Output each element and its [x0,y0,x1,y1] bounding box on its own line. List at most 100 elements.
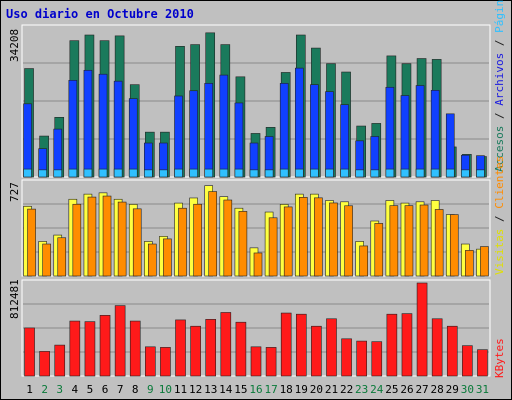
bar-paginas [325,91,334,178]
bar-kbytes [401,313,413,377]
x-tick-label: 22 [340,383,353,396]
bar-paginas [113,80,123,178]
bar-kbytes [145,346,156,377]
bar-paginas [279,83,289,178]
chart-title: Uso diario en Octubre 2010 [6,7,194,21]
bar-clientes [102,195,112,277]
bar-kbytes [341,338,352,377]
bar-kbytes [326,318,337,377]
bar-kbytes [160,347,171,377]
legend-entry: Accesos [493,126,506,172]
bar-clientes [268,217,278,277]
x-tick-label: 14 [219,383,233,396]
bar-kbytes [84,321,96,377]
x-tick-label: 30 [461,383,474,396]
bar-hits [415,168,425,178]
bar-hits [461,169,470,178]
x-tick-label: 29 [446,383,459,396]
bar-clientes [163,238,172,277]
bars-bottom [24,282,488,377]
bar-hits [128,168,138,178]
bar-clientes [72,203,82,277]
bar-hits [98,168,108,178]
bar-kbytes [99,315,111,377]
x-tick-label: 15 [234,383,247,396]
ymax-label-bottom: 812481 [8,279,21,319]
x-tick-label: 4 [72,383,79,396]
bar-clientes [374,223,384,277]
panel-top: 34208 Accesos / Archivos / Páginas [8,0,506,178]
bar-paginas [219,74,229,178]
x-tick-label: 20 [310,383,323,396]
bar-hits [23,168,32,178]
bar-clientes [283,206,293,277]
bar-paginas [445,113,455,178]
x-tick-label: 12 [189,383,202,396]
x-tick-label: 11 [174,383,187,396]
x-tick-label: 19 [295,383,308,396]
bar-paginas [234,102,244,178]
x-tick-label: 27 [415,383,428,396]
legend-entry: Archivos [493,53,506,106]
legend-bottom: KBytes [493,338,506,378]
bar-kbytes [280,312,292,377]
bar-kbytes [477,349,488,377]
x-tick-label: 16 [249,383,262,396]
x-tick-label: 1 [26,383,33,396]
bar-hits [400,168,410,178]
bar-clientes [465,250,474,277]
bar-kbytes [129,320,141,377]
x-tick-label: 3 [56,383,63,396]
bar-kbytes [190,325,201,377]
bar-kbytes [265,347,277,377]
bar-kbytes [356,340,367,377]
bar-kbytes [386,313,398,377]
x-tick-label: 24 [370,383,384,396]
bar-kbytes [205,319,217,377]
bar-kbytes [446,325,458,377]
bar-clientes [480,246,489,277]
bar-hits [38,169,47,178]
bar-hits [325,168,334,178]
bar-hits [385,168,395,178]
bar-kbytes [235,321,247,377]
bars-top [23,32,487,178]
bar-paginas [430,90,440,178]
bar-paginas [174,95,183,178]
bar-kbytes [114,305,126,377]
bar-kbytes [175,319,186,377]
bar-hits [294,168,304,178]
x-tick-label: 9 [147,383,154,396]
bar-hits [174,168,183,178]
x-tick-label: 31 [476,383,489,396]
bar-clientes [223,199,233,277]
bar-clientes [148,243,157,277]
bar-hits [68,168,78,178]
bar-kbytes [69,320,81,377]
bar-hits [53,169,63,178]
bar-kbytes [416,282,428,377]
legend-middle: Visitas / Clientes [493,156,506,275]
bar-clientes [27,208,36,277]
bar-clientes [434,209,444,277]
bar-clientes [193,203,202,277]
bar-kbytes [24,327,35,377]
bar-clientes [57,237,67,277]
bar-clientes [449,214,459,277]
bar-clientes [178,207,187,277]
bar-kbytes [295,313,307,377]
bar-clientes [344,205,353,277]
bar-clientes [42,243,51,277]
x-tick-label: 6 [102,383,109,396]
bar-hits [340,168,349,178]
bar-hits [370,169,380,178]
x-tick-label: 26 [400,383,413,396]
bar-clientes [329,202,338,277]
x-tick-label: 2 [41,383,48,396]
ymax-label-top: 34208 [8,29,21,62]
x-tick-label: 8 [132,383,139,396]
x-tick-label: 5 [87,383,94,396]
x-tick-label: 28 [431,383,444,396]
bar-hits [279,168,289,178]
